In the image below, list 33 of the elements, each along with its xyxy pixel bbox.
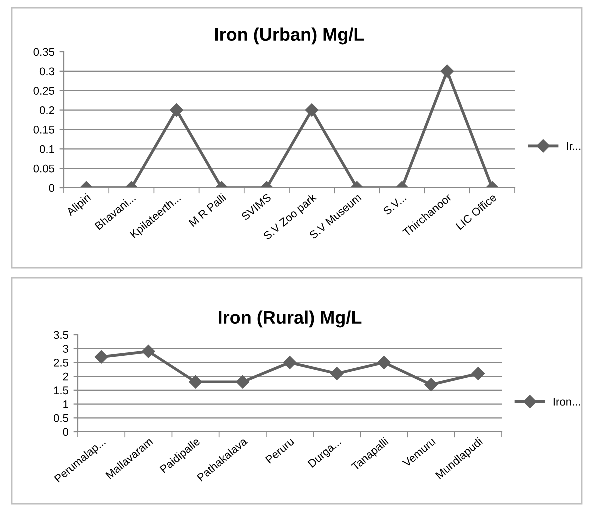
- y-tick-label: 2: [63, 372, 68, 381]
- legend-label: Iron...: [554, 398, 580, 406]
- point: [378, 356, 391, 370]
- y-tick-label: 0: [63, 428, 69, 436]
- y-tick-label: 1.5: [54, 386, 69, 395]
- point: [283, 356, 297, 370]
- point: [424, 378, 438, 392]
- point: [472, 367, 486, 380]
- y-tick-label: 0.3: [40, 68, 54, 76]
- y-tick-label: 0.05: [34, 164, 55, 173]
- point: [94, 350, 108, 364]
- y-tick-label: 0.1: [40, 145, 54, 154]
- chart-title: Iron (Urban) Mg/L: [215, 28, 364, 45]
- y-tick-label: 0.15: [34, 126, 55, 134]
- y-tick-label: 0: [49, 184, 55, 192]
- y-tick-label: 3.5: [54, 331, 69, 340]
- chart-title: Iron (Rural) Mg/L: [219, 310, 362, 328]
- point: [142, 345, 156, 358]
- point: [330, 367, 344, 380]
- y-tick-label: 0.25: [34, 87, 55, 95]
- point: [440, 64, 454, 78]
- y-tick-label: 0.35: [34, 48, 55, 56]
- point: [170, 104, 184, 117]
- point: [305, 104, 319, 117]
- x-tick-label: M R Palli: [188, 193, 227, 228]
- y-tick-label: 2.5: [54, 358, 69, 367]
- point: [189, 376, 202, 389]
- y-tick-label: 3: [63, 345, 68, 353]
- legend-label: Ir...: [567, 142, 581, 150]
- y-tick-label: 0.2: [40, 106, 54, 114]
- point: [236, 376, 250, 389]
- y-tick-label: 1: [64, 400, 68, 408]
- y-tick-label: 0.5: [54, 414, 69, 422]
